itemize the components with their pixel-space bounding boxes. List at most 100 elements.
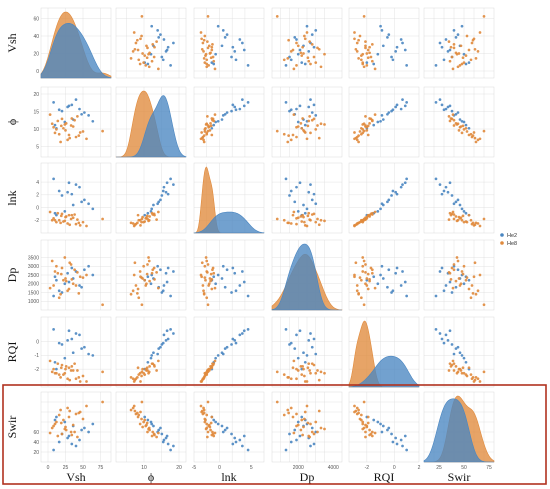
point-He8 <box>467 48 471 52</box>
point-He8 <box>353 273 356 277</box>
point-He2 <box>150 422 154 426</box>
point-He8 <box>213 113 217 116</box>
point-He8 <box>157 286 160 290</box>
point-He2 <box>212 123 216 127</box>
point-He8 <box>452 217 456 221</box>
point-He8 <box>471 134 475 137</box>
point-He8 <box>461 366 465 370</box>
point-He8 <box>69 430 73 434</box>
point-He8 <box>140 276 143 279</box>
point-He8 <box>362 303 366 307</box>
point-He8 <box>145 44 148 48</box>
point-He8 <box>59 214 63 218</box>
point-He8 <box>210 365 214 368</box>
point-He8 <box>370 118 374 122</box>
panel-frame <box>423 162 495 234</box>
point-He2 <box>312 103 316 107</box>
point-He8 <box>204 256 208 259</box>
point-He8 <box>302 425 305 429</box>
panel-frame <box>115 162 187 234</box>
point-He8 <box>300 220 304 223</box>
point-He8 <box>157 431 160 435</box>
point-He8 <box>474 140 478 144</box>
y-tick-label-Dp: 3000 <box>28 264 39 270</box>
point-He2 <box>295 333 298 337</box>
point-He8 <box>205 65 209 69</box>
point-He8 <box>85 137 88 141</box>
point-He8 <box>66 406 69 410</box>
point-He8 <box>301 45 304 49</box>
point-He2 <box>309 183 312 186</box>
point-He8 <box>309 131 312 135</box>
point-He2 <box>166 45 170 49</box>
point-He8 <box>295 64 298 67</box>
point-He8 <box>145 214 149 218</box>
point-He2 <box>234 440 238 444</box>
point-He8 <box>146 430 149 434</box>
point-He8 <box>202 406 205 410</box>
point-He8 <box>295 222 298 226</box>
point-He8 <box>282 58 286 62</box>
point-He8 <box>157 210 160 214</box>
point-He8 <box>62 278 65 282</box>
point-He2 <box>55 367 58 371</box>
point-He8 <box>140 374 143 378</box>
point-He8 <box>447 218 451 221</box>
point-He8 <box>451 113 455 116</box>
point-He2 <box>165 280 169 284</box>
point-He2 <box>288 194 291 197</box>
point-He2 <box>456 198 460 202</box>
point-He8 <box>101 370 104 374</box>
y-tick-label-phi: 10 <box>33 127 39 133</box>
x-tick-label-Dp: 2000 <box>293 465 304 471</box>
point-He8 <box>202 376 206 379</box>
point-He8 <box>67 213 71 217</box>
point-He8 <box>205 132 209 136</box>
point-He2 <box>166 442 170 446</box>
y-tick-label-Swir: 60 <box>33 430 39 436</box>
point-He8 <box>145 272 149 276</box>
point-He2 <box>146 418 150 422</box>
point-He8 <box>458 217 462 220</box>
point-He8 <box>63 427 67 431</box>
point-He8 <box>473 136 477 140</box>
point-He8 <box>69 124 73 127</box>
point-He2 <box>448 104 452 108</box>
point-He8 <box>317 409 321 413</box>
point-He2 <box>296 52 300 56</box>
point-He8 <box>458 284 462 287</box>
point-He8 <box>129 292 133 296</box>
point-He2 <box>434 101 438 104</box>
point-He2 <box>405 177 408 181</box>
point-He8 <box>368 433 371 437</box>
point-He2 <box>446 190 450 194</box>
point-He2 <box>169 448 172 452</box>
point-He8 <box>64 367 67 371</box>
point-He8 <box>145 421 149 425</box>
point-He8 <box>70 278 74 281</box>
point-He8 <box>291 133 295 137</box>
point-He2 <box>456 268 460 272</box>
point-He8 <box>368 213 371 217</box>
point-He8 <box>299 51 303 55</box>
point-He8 <box>464 126 468 130</box>
point-He8 <box>368 45 371 49</box>
point-He8 <box>210 415 214 419</box>
point-He8 <box>203 417 207 421</box>
point-He8 <box>78 131 82 134</box>
point-He8 <box>207 284 210 287</box>
x-tick-label-RQI: 0 <box>393 465 396 471</box>
point-He8 <box>68 261 72 265</box>
point-He8 <box>147 219 150 223</box>
point-He8 <box>68 378 72 382</box>
point-He8 <box>60 363 64 367</box>
point-He2 <box>444 185 448 189</box>
point-He8 <box>199 404 203 408</box>
point-He8 <box>150 59 154 63</box>
point-He8 <box>60 432 64 436</box>
point-He8 <box>78 275 82 279</box>
point-He2 <box>80 428 83 432</box>
point-He8 <box>206 46 210 50</box>
point-He2 <box>212 275 216 279</box>
x-axis-label-phi: ϕ <box>148 470 154 484</box>
